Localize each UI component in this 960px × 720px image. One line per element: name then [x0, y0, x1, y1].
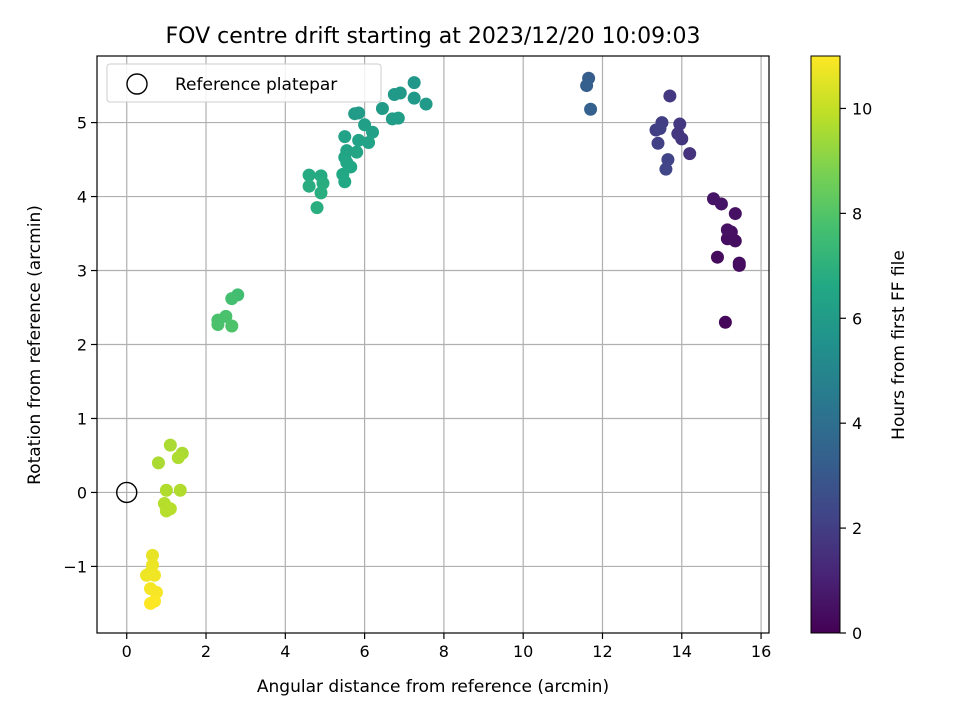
data-point [710, 250, 724, 264]
data-point [352, 133, 366, 147]
x-tick-label: 4 [280, 642, 290, 661]
y-tick-label: 3 [77, 262, 87, 281]
legend-marker [126, 73, 148, 95]
colorbar-tick-label: 0 [852, 624, 862, 643]
y-axis-ticks: −1 0 1 2 3 4 5 [63, 114, 97, 576]
y-tick-label: 1 [77, 409, 87, 428]
data-point [584, 102, 598, 116]
colorbar-ticks: 0 2 4 6 8 10 [840, 99, 872, 643]
y-axis-label: Rotation from reference (arcmin) [25, 205, 45, 485]
legend-entry-label: Reference platepar [175, 75, 337, 95]
x-tick-label: 2 [201, 642, 211, 661]
data-point [419, 97, 433, 111]
data-point [146, 548, 160, 562]
x-tick-label: 0 [122, 642, 132, 661]
data-point [362, 136, 376, 150]
x-tick-label: 12 [592, 642, 612, 661]
data-point [171, 451, 185, 465]
data-point [407, 91, 421, 105]
data-points [140, 71, 746, 610]
data-point [720, 223, 734, 237]
legend: Reference platepar [106, 63, 382, 103]
colorbar-tick-label: 4 [852, 414, 862, 433]
x-tick-label: 6 [360, 642, 370, 661]
data-point [706, 192, 720, 206]
colorbar-tick-label: 8 [852, 204, 862, 223]
x-tick-label: 8 [439, 642, 449, 661]
colorbar-tick-label: 6 [852, 309, 862, 328]
data-point [147, 568, 161, 582]
data-point [225, 319, 239, 333]
colorbar [810, 55, 841, 634]
data-point [302, 179, 316, 193]
data-point [350, 145, 364, 159]
reference-platepar-marker [116, 481, 138, 504]
data-point [338, 130, 352, 144]
data-point [310, 201, 324, 215]
y-tick-label: −1 [63, 557, 87, 576]
data-point [163, 438, 177, 452]
data-point [159, 483, 173, 497]
colorbar-tick-label: 2 [852, 519, 862, 538]
grid-lines [97, 56, 769, 633]
y-tick-label: 4 [77, 188, 87, 207]
data-point [211, 318, 225, 332]
y-tick-label: 5 [77, 114, 87, 133]
data-point [173, 483, 187, 497]
legend-box [106, 63, 382, 103]
data-point [352, 106, 366, 120]
data-point [314, 186, 328, 200]
data-point [732, 256, 746, 270]
data-point [144, 596, 158, 610]
data-point [673, 117, 687, 131]
data-point [151, 456, 165, 470]
colorbar-label: Hours from first FF file [889, 250, 909, 440]
data-point [302, 168, 316, 182]
data-point [663, 89, 677, 103]
data-point [659, 162, 673, 176]
data-point [683, 147, 697, 161]
data-point [728, 207, 742, 221]
x-tick-label: 10 [513, 642, 533, 661]
y-tick-label: 0 [77, 483, 87, 502]
y-tick-label: 2 [77, 336, 87, 355]
data-point [387, 87, 401, 101]
data-point [338, 175, 352, 189]
reference-layer [116, 481, 138, 504]
data-point [366, 125, 380, 139]
data-point [651, 136, 665, 150]
data-point [225, 292, 239, 306]
x-tick-label: 16 [751, 642, 771, 661]
chart-title: FOV centre drift starting at 2023/12/20 … [166, 24, 701, 49]
x-axis-label: Angular distance from reference (arcmin) [257, 677, 609, 697]
x-tick-label: 14 [672, 642, 692, 661]
colorbar-tick-label: 10 [852, 99, 872, 118]
data-point [375, 102, 389, 116]
data-point [653, 121, 667, 135]
data-point [580, 79, 594, 93]
data-point [159, 504, 173, 518]
data-point [718, 315, 732, 329]
x-axis-ticks: 0 2 4 6 8 10 12 14 16 [122, 633, 771, 661]
data-point [385, 112, 399, 126]
data-point [407, 76, 421, 90]
